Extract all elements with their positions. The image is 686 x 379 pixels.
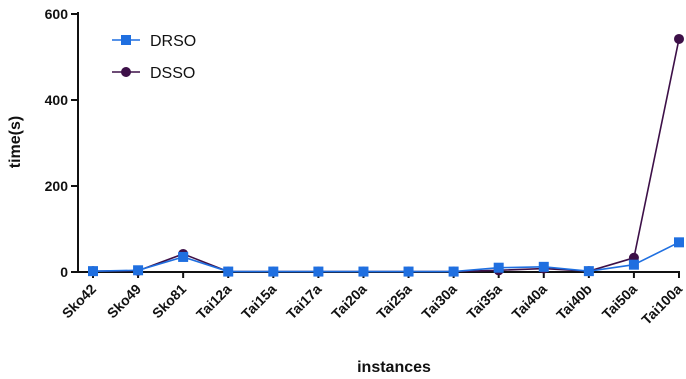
data-point-drso	[674, 237, 684, 248]
legend: DRSO DSSO	[112, 33, 196, 82]
data-point-drso	[628, 259, 639, 270]
x-tick-label: Sko42	[59, 281, 100, 322]
x-tick-label: Sko49	[104, 281, 145, 322]
y-tick-label: 600	[45, 6, 69, 22]
data-point-drso	[583, 266, 594, 277]
x-tick-label: Tai17a	[283, 281, 325, 323]
x-tick-label: Tai50a	[599, 281, 641, 323]
data-point-dsso	[674, 33, 684, 44]
x-axis-title: instances	[357, 359, 431, 376]
legend-label: DSSO	[150, 65, 195, 82]
data-point-drso	[448, 266, 459, 277]
data-point-drso	[538, 261, 549, 272]
x-tick-label: Tai40a	[508, 281, 550, 323]
data-point-drso	[178, 251, 189, 262]
data-point-drso	[358, 266, 369, 277]
data-point-drso	[133, 265, 144, 276]
data-point-drso	[223, 266, 234, 277]
x-tick-label: Tai12a	[193, 281, 235, 323]
x-tick-label: Tai20a	[328, 281, 370, 323]
x-axis: Sko42 Sko49 Sko81 Tai12a Tai15a Tai17a Tai20a T…	[59, 271, 685, 328]
y-tick-label: 400	[45, 92, 69, 108]
x-tick-label: Tai35a	[463, 281, 505, 323]
x-tick-label: Tai30a	[418, 281, 460, 323]
x-tick-label: Tai100a	[638, 281, 685, 328]
x-tick-label: Tai40b	[553, 281, 595, 323]
legend-square-marker	[121, 35, 131, 45]
series-drso	[88, 237, 684, 277]
series-layer	[88, 33, 684, 277]
data-point-drso	[88, 266, 98, 277]
legend-label: DRSO	[150, 33, 196, 50]
x-tick-label: Tai25a	[373, 281, 415, 323]
legend-circle-marker	[121, 67, 131, 77]
x-tick-label: Tai15a	[238, 281, 280, 323]
data-point-drso	[403, 266, 414, 277]
y-axis: 0 200 400 600	[45, 6, 79, 280]
data-point-drso	[268, 266, 279, 277]
data-point-drso	[313, 266, 324, 277]
y-tick-label: 0	[60, 264, 68, 280]
legend-item-dsso: DSSO	[112, 65, 195, 82]
x-tick-label: Sko81	[149, 281, 190, 322]
legend-item-drso: DRSO	[112, 33, 196, 50]
series-line-drso	[92, 241, 680, 273]
y-tick-label: 200	[45, 178, 69, 194]
y-axis-title: time(s)	[7, 116, 24, 168]
data-point-drso	[493, 262, 504, 273]
